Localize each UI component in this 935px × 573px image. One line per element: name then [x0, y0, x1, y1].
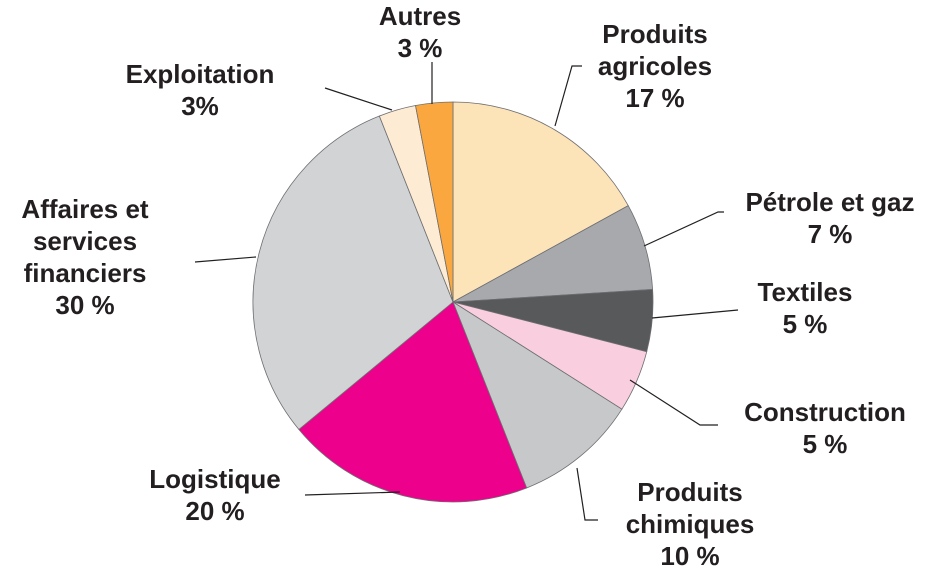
slice-label: Produits agricoles 17 %: [575, 18, 735, 114]
value-label: 17 %: [625, 83, 685, 113]
pie-slice: [452, 301, 623, 489]
value-label: 20 %: [185, 496, 245, 526]
value-label: 30 %: [55, 290, 115, 320]
value-label: 5 %: [782, 309, 828, 339]
slice-label: Produits chimiques 10 %: [600, 476, 780, 572]
pie-slice: [452, 101, 629, 303]
category-label: Pétrole et gaz: [745, 187, 915, 217]
category-label: Affaires et services financiers: [21, 194, 149, 288]
value-label: 5 %: [802, 429, 848, 459]
slice-label: Construction 5 %: [720, 396, 930, 460]
slice-label: Logistique 20 %: [125, 463, 305, 527]
category-label: Exploitation: [125, 59, 275, 89]
leader-line: [576, 467, 598, 521]
leader-line: [651, 309, 739, 319]
slice-label: Autres 3 %: [365, 0, 475, 64]
leader-line: [324, 87, 393, 111]
category-label: Textiles: [757, 277, 853, 307]
pie-slice: [298, 301, 528, 503]
category-label: Produits agricoles: [597, 19, 713, 81]
value-label: 3 %: [397, 33, 443, 63]
category-label: Produits chimiques: [625, 477, 755, 539]
value-label: 7 %: [807, 219, 853, 249]
pie-slice: [415, 101, 454, 303]
value-label: 10 %: [660, 541, 720, 571]
slice-label: Pétrole et gaz 7 %: [715, 186, 935, 250]
slice-label: Affaires et services financiers 30 %: [0, 193, 170, 321]
leader-line: [194, 256, 257, 263]
leader-line: [643, 211, 724, 247]
pie-slice: [252, 115, 454, 431]
category-label: Construction: [744, 397, 906, 427]
value-label: 3%: [181, 91, 219, 121]
slice-label: Exploitation 3%: [100, 58, 300, 122]
category-label: Logistique: [149, 464, 281, 494]
leader-line: [304, 491, 401, 496]
category-label: Autres: [378, 1, 462, 31]
leader-line: [554, 65, 582, 127]
slice-label: Textiles 5 %: [735, 276, 875, 340]
leader-line: [629, 379, 718, 426]
